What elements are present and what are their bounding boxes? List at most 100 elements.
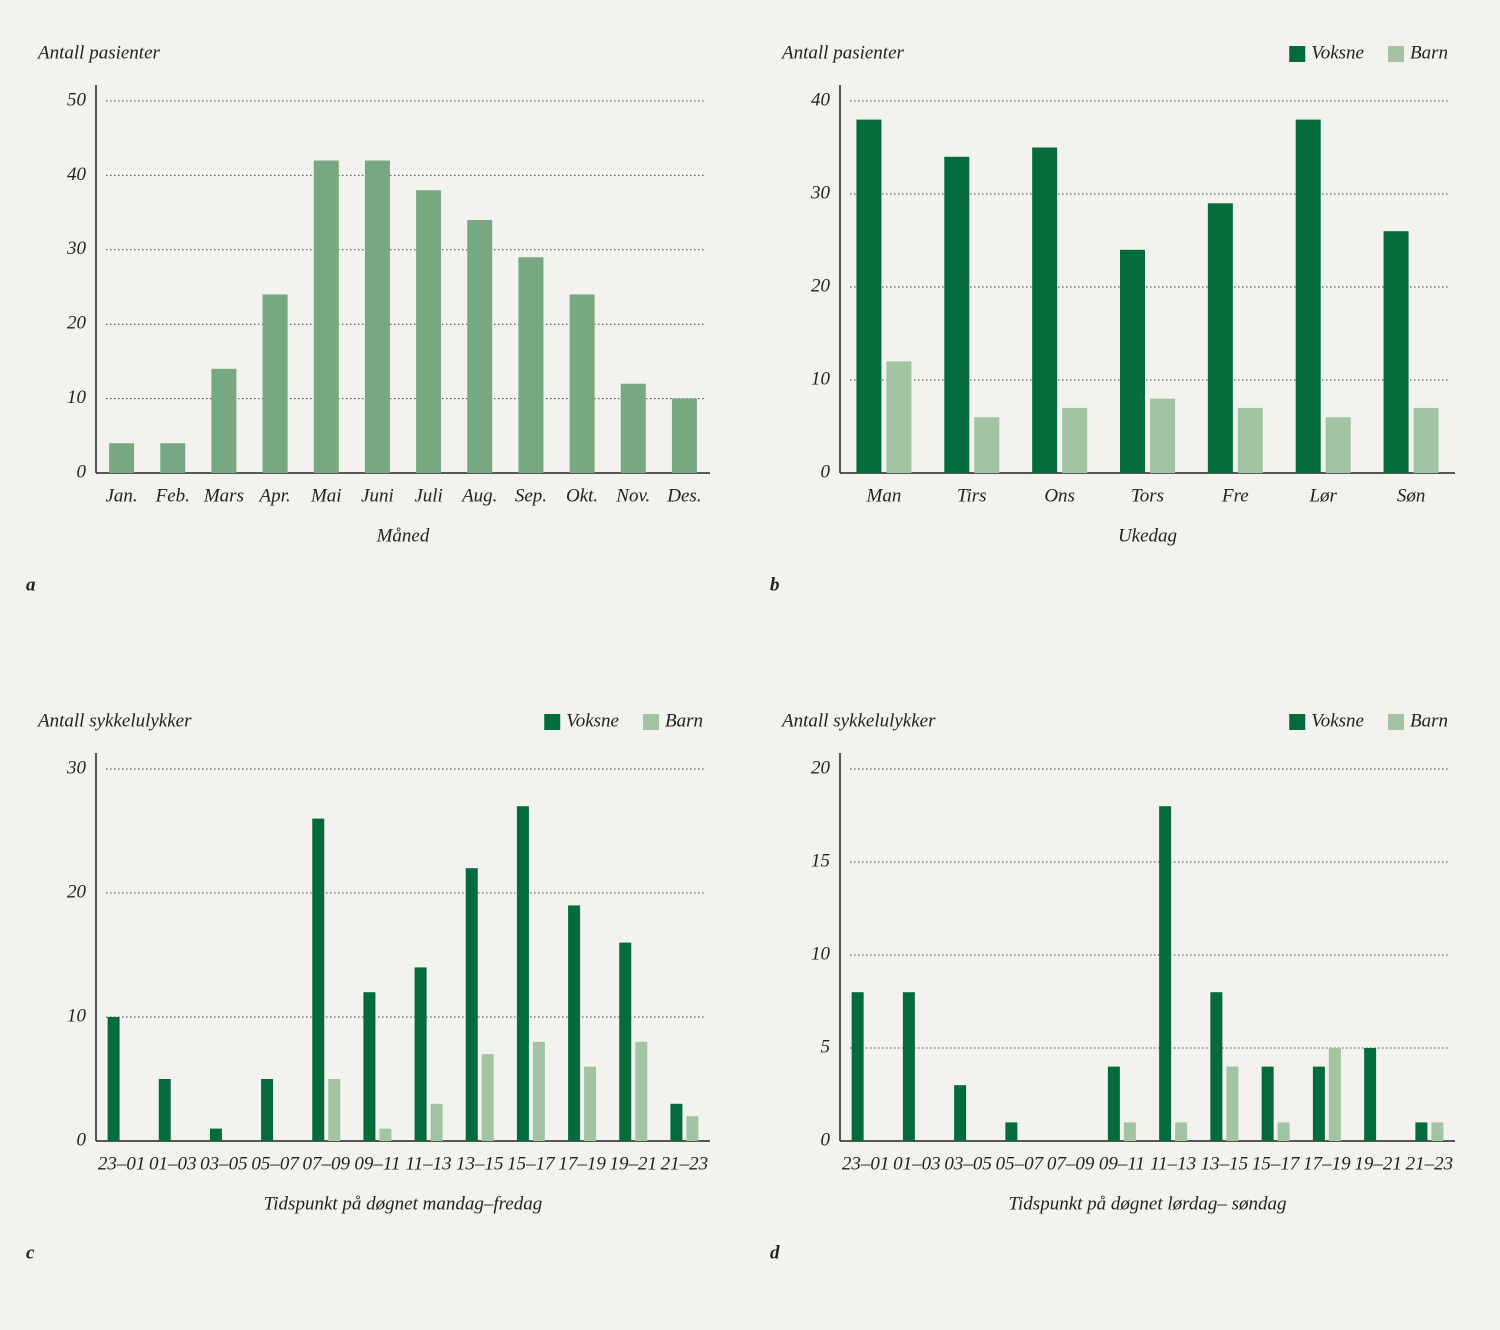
x-tick-label: Juli: [414, 485, 443, 506]
bar: [1123, 1122, 1136, 1141]
x-tick-label: 23–01: [98, 1153, 146, 1174]
y-tick-label: 0: [77, 461, 87, 482]
bar: [856, 119, 882, 473]
y-tick-label: 40: [811, 89, 831, 110]
y-tick-label: 10: [67, 387, 87, 408]
x-tick-label: Ons: [1044, 485, 1075, 506]
x-tick-label: Tors: [1131, 485, 1164, 506]
x-tick-label: Fre: [1221, 485, 1249, 506]
y-tick-label: 50: [67, 89, 87, 110]
x-tick-label: Okt.: [566, 485, 598, 506]
bar: [364, 160, 390, 473]
x-tick-label: 21–23: [661, 1153, 709, 1174]
bar: [1261, 1066, 1274, 1141]
x-tick-label: Tirs: [957, 485, 987, 506]
y-axis-label: Antall pasienter: [36, 42, 161, 63]
x-tick-label: Apr.: [258, 485, 291, 506]
x-tick-label: Nov.: [615, 485, 650, 506]
bar: [109, 443, 135, 473]
bar: [569, 294, 595, 473]
y-tick-label: 30: [66, 757, 87, 778]
x-tick-label: 15–17: [507, 1153, 556, 1174]
bar: [902, 992, 915, 1141]
x-tick-label: 01–03: [149, 1153, 197, 1174]
x-tick-label: Juni: [361, 485, 394, 506]
bar: [1413, 407, 1439, 473]
x-tick-label: Jan.: [105, 485, 137, 506]
x-tick-label: 11–13: [1150, 1153, 1196, 1174]
bar: [635, 1041, 648, 1141]
bar: [1415, 1122, 1428, 1141]
y-tick-label: 40: [67, 164, 87, 185]
y-tick-label: 20: [811, 275, 831, 296]
legend-swatch: [643, 714, 659, 730]
y-tick-label: 5: [821, 1036, 831, 1057]
bar: [620, 383, 646, 473]
x-axis-label: Ukedag: [1118, 525, 1177, 546]
legend-label: Barn: [1410, 42, 1448, 63]
bar: [974, 417, 1000, 473]
y-axis-label: Antall sykkelulykker: [780, 710, 936, 731]
y-tick-label: 0: [821, 1129, 831, 1150]
x-tick-label: 17–19: [1303, 1153, 1351, 1174]
y-tick-label: 20: [67, 313, 87, 334]
x-axis-label: Måned: [376, 525, 430, 546]
bar: [619, 942, 632, 1141]
x-tick-label: Aug.: [460, 485, 497, 506]
bar: [1364, 1048, 1377, 1141]
bar: [886, 361, 912, 473]
legend-label: Barn: [1410, 710, 1448, 731]
y-axis-label: Antall pasienter: [780, 42, 905, 63]
bar: [1175, 1122, 1188, 1141]
bar: [944, 156, 970, 474]
x-tick-label: Lør: [1308, 485, 1337, 506]
bar: [313, 160, 339, 473]
y-tick-label: 20: [811, 757, 831, 778]
x-tick-label: 05–07: [996, 1153, 1045, 1174]
x-tick-label: Feb.: [155, 485, 190, 506]
bar: [211, 368, 237, 473]
bar: [1277, 1122, 1290, 1141]
bar: [1325, 417, 1351, 473]
panel-label: d: [770, 1242, 780, 1263]
x-tick-label: 15–17: [1252, 1153, 1301, 1174]
x-tick-label: 09–11: [354, 1153, 400, 1174]
bar: [1312, 1066, 1325, 1141]
bar: [414, 967, 427, 1141]
bar: [568, 905, 581, 1141]
bar: [1431, 1122, 1444, 1141]
x-tick-label: 03–05: [944, 1153, 992, 1174]
x-axis-label: Tidspunkt på døgnet mandag–fredag: [264, 1193, 543, 1214]
x-tick-label: Mars: [203, 485, 244, 506]
bar: [532, 1041, 545, 1141]
bar: [312, 818, 325, 1141]
x-tick-label: 13–15: [456, 1153, 504, 1174]
legend-swatch: [544, 714, 561, 730]
x-tick-label: Søn: [1397, 485, 1426, 506]
bar: [363, 992, 376, 1141]
y-axis-label: Antall sykkelulykker: [36, 710, 192, 731]
x-tick-label: 19–21: [610, 1153, 658, 1174]
x-tick-label: Des.: [666, 485, 701, 506]
legend-label: Barn: [665, 710, 703, 731]
bar: [328, 1079, 341, 1141]
bar: [954, 1085, 967, 1141]
bar: [516, 806, 529, 1141]
bar: [1005, 1122, 1018, 1141]
bar: [209, 1128, 222, 1141]
bar: [1210, 992, 1223, 1141]
x-tick-label: 01–03: [893, 1153, 941, 1174]
bar: [1159, 806, 1172, 1141]
bar: [262, 294, 288, 473]
bar: [671, 398, 697, 473]
bar: [1237, 407, 1263, 473]
x-tick-label: 17–19: [558, 1153, 606, 1174]
bar: [1226, 1066, 1239, 1141]
bar: [670, 1103, 683, 1141]
bar: [518, 257, 544, 473]
legend-swatch: [1388, 46, 1404, 62]
bar: [467, 220, 493, 473]
x-tick-label: 07–09: [1047, 1153, 1095, 1174]
